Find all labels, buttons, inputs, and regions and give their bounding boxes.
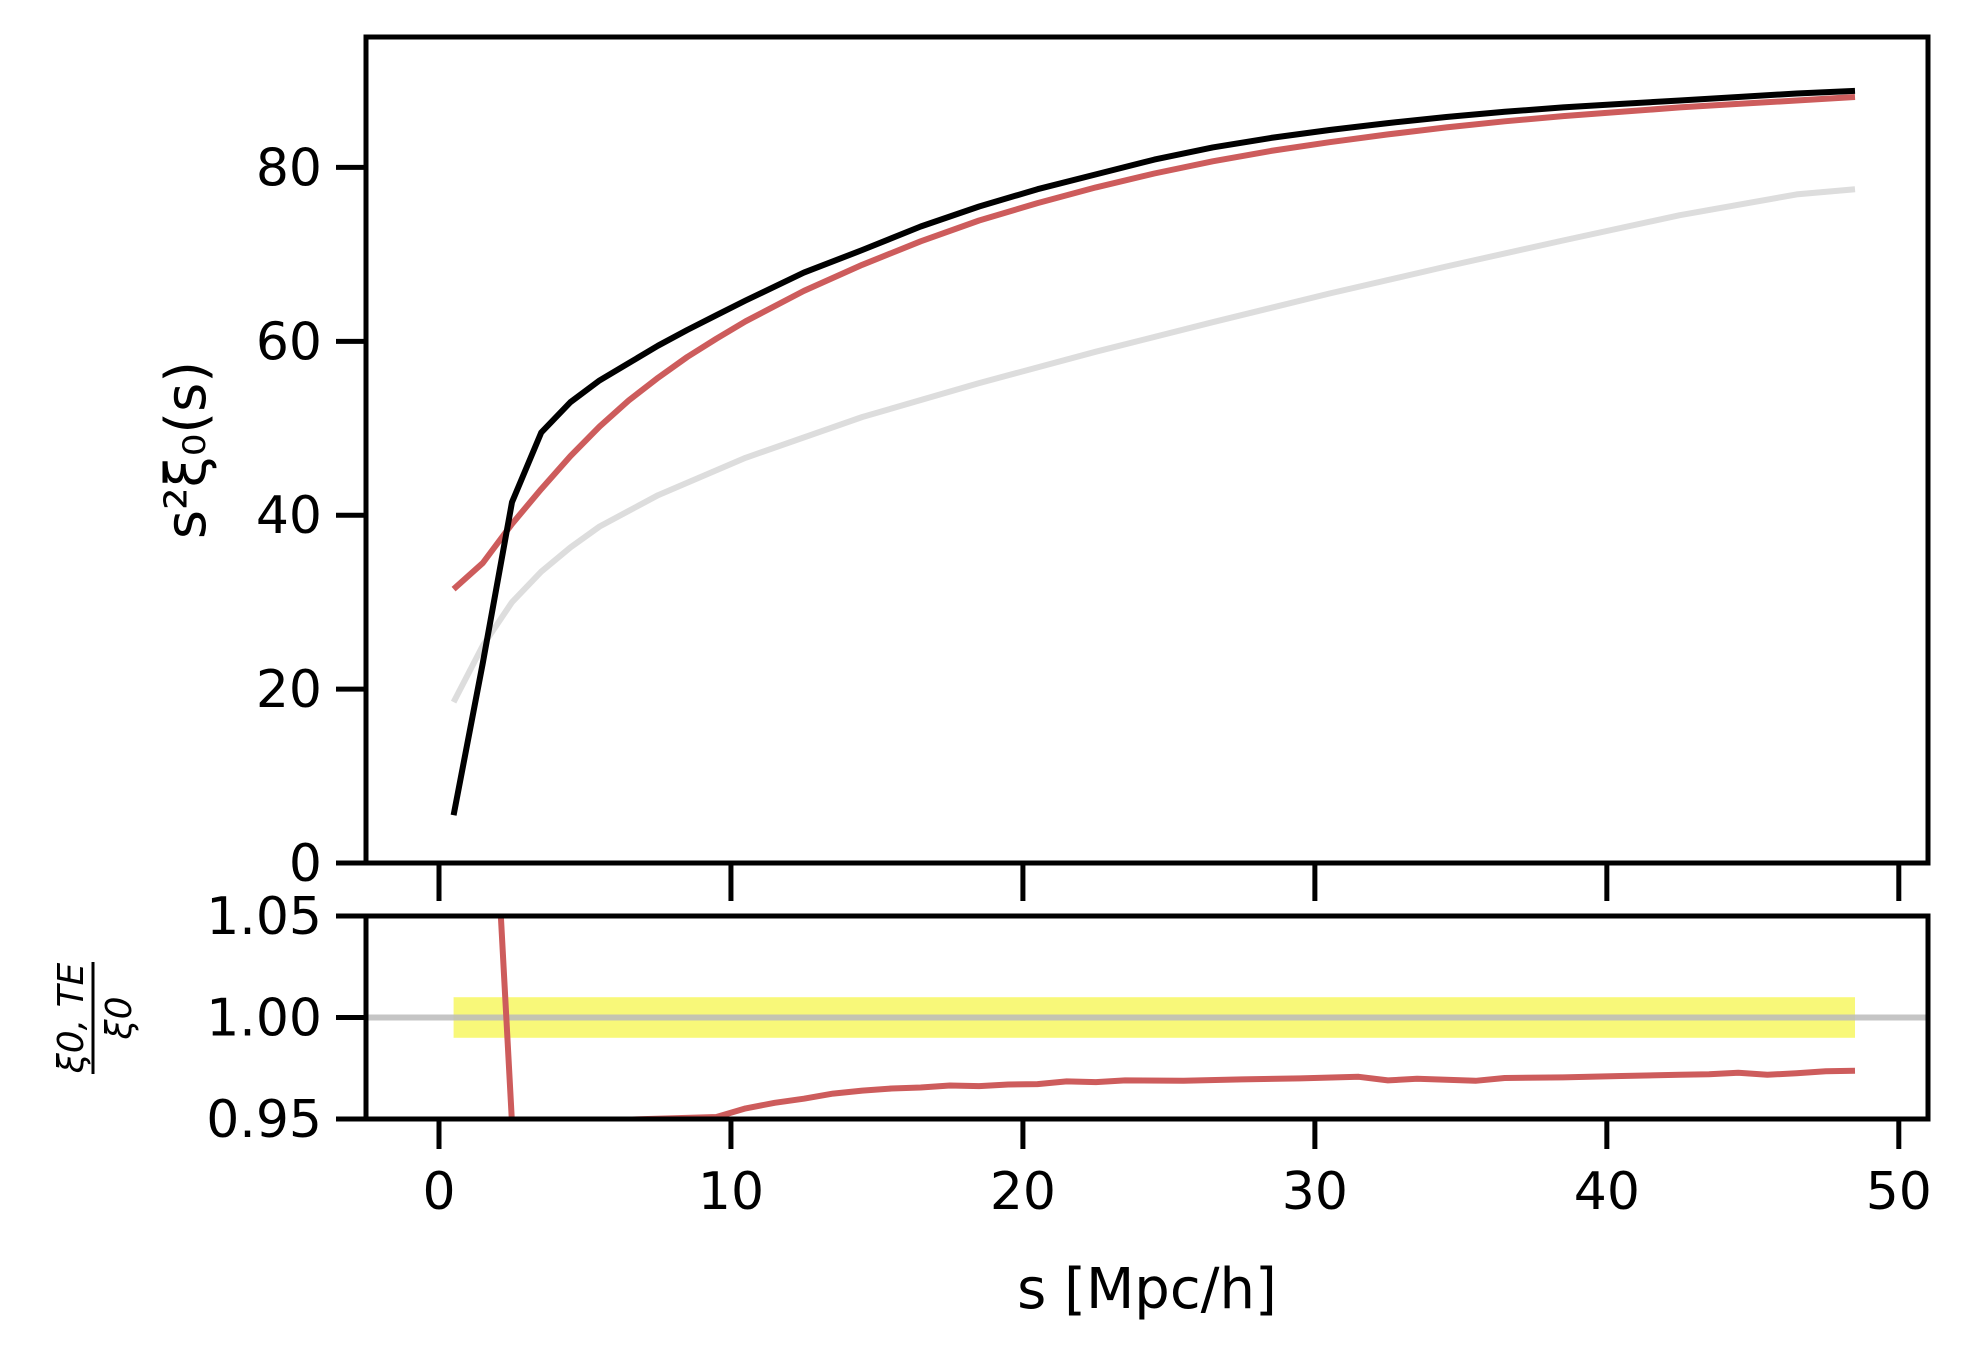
y-tick-label: 80	[256, 138, 322, 198]
x-tick-label: 50	[1866, 1162, 1932, 1222]
x-tick-label: 40	[1574, 1162, 1640, 1222]
bottom-y-axis-label: ξ0, TE ξ0	[51, 962, 140, 1074]
ratio-label-numerator: ξ0, TE	[51, 962, 92, 1074]
series-line-gray	[450, 186, 1856, 704]
top-plot-frame	[363, 34, 1931, 866]
series-line-red-ratio	[497, 916, 1856, 1119]
y-tick-label: 60	[256, 312, 322, 372]
bottom-panel: 0.95 1.00 1.05 0 10 20 30 40 50 s [Mpc/h] ξ0, T…	[51, 887, 1932, 1322]
bottom-y-ticks: 0.95 1.00 1.05	[206, 887, 366, 1150]
top-y-ticks: 0 20 40 60 80	[256, 138, 366, 894]
top-series-group	[450, 87, 1856, 816]
x-tick-label: 0	[422, 1162, 455, 1222]
y-tick-label: 1.05	[206, 887, 322, 947]
series-line-black	[450, 87, 1856, 816]
top-x-ticks	[436, 863, 1902, 901]
top-y-axis-label: s²ξ₀(s)	[154, 361, 219, 539]
bottom-x-ticks: 0 10 20 30 40 50	[422, 1119, 1932, 1222]
ratio-label-denominator: ξ0	[99, 997, 140, 1041]
y-tick-label: 20	[256, 660, 322, 720]
y-tick-label: 0	[289, 834, 322, 894]
y-tick-label: 0.95	[206, 1090, 322, 1150]
y-tick-label: 1.00	[206, 989, 322, 1049]
y-tick-label: 40	[256, 486, 322, 546]
x-tick-label: 10	[698, 1162, 764, 1222]
series-line-red	[451, 94, 1856, 592]
x-tick-label: 30	[1282, 1162, 1348, 1222]
x-tick-label: 20	[990, 1162, 1056, 1222]
x-axis-label: s [Mpc/h]	[1017, 1257, 1277, 1322]
bottom-series-group	[366, 916, 1928, 1119]
top-panel: 0 20 40 60 80 s²ξ₀(s)	[154, 34, 1931, 901]
